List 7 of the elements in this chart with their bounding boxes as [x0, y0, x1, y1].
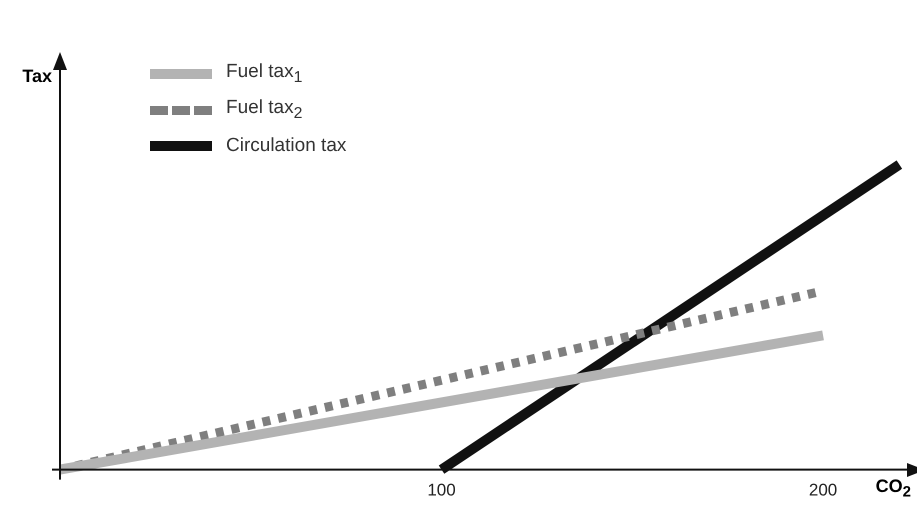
y-axis-title: Tax — [22, 66, 52, 87]
x-tick-label: 200 — [808, 480, 838, 500]
legend-label: Fuel tax$_{1}$ — [226, 61, 302, 87]
x-tick-label: 100 — [427, 480, 456, 500]
legend-label: Circulation tax — [226, 135, 346, 157]
x-axis-title: CO$_{2}$ — [876, 476, 911, 501]
legend-label: Fuel tax$_{2}$ — [226, 97, 302, 123]
